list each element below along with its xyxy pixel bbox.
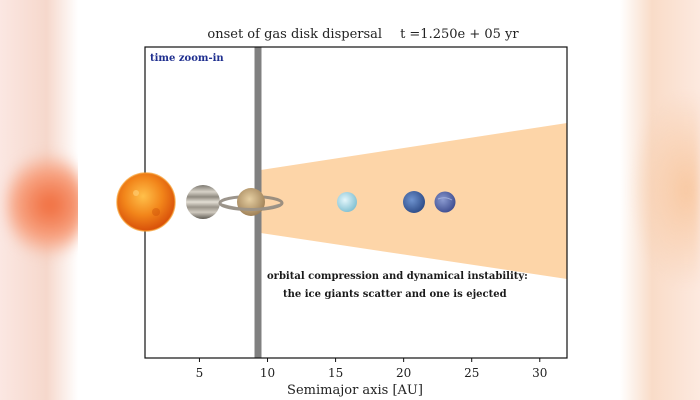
- x-axis-ticks: 5 10 15 20 25 30: [196, 358, 547, 380]
- x-tick-label: 5: [196, 366, 204, 380]
- annotation-line-2: the ice giants scatter and one is ejecte…: [283, 289, 507, 300]
- jupiter-icon: [186, 185, 220, 219]
- x-tick-label: 10: [260, 366, 275, 380]
- x-tick-label: 15: [328, 366, 343, 380]
- annotation-line-1: orbital compression and dynamical instab…: [267, 271, 528, 282]
- neptune-icon: [403, 191, 425, 213]
- saturn-icon: [218, 188, 284, 216]
- figure-title: onset of gas disk dispersal t =1.250e + 0…: [207, 27, 519, 42]
- time-zoom-label: time zoom-in: [150, 53, 224, 64]
- ice-giant-icon: [434, 191, 456, 213]
- uranus-icon: [337, 192, 357, 212]
- left-backdrop-glow: [6, 150, 86, 260]
- sun-icon: [116, 172, 176, 232]
- x-tick-label: 25: [464, 366, 479, 380]
- x-tick-label: 20: [396, 366, 411, 380]
- x-tick-label: 30: [532, 366, 547, 380]
- x-axis-label: Semimajor axis [AU]: [287, 383, 423, 398]
- right-backdrop-glow: [630, 90, 700, 290]
